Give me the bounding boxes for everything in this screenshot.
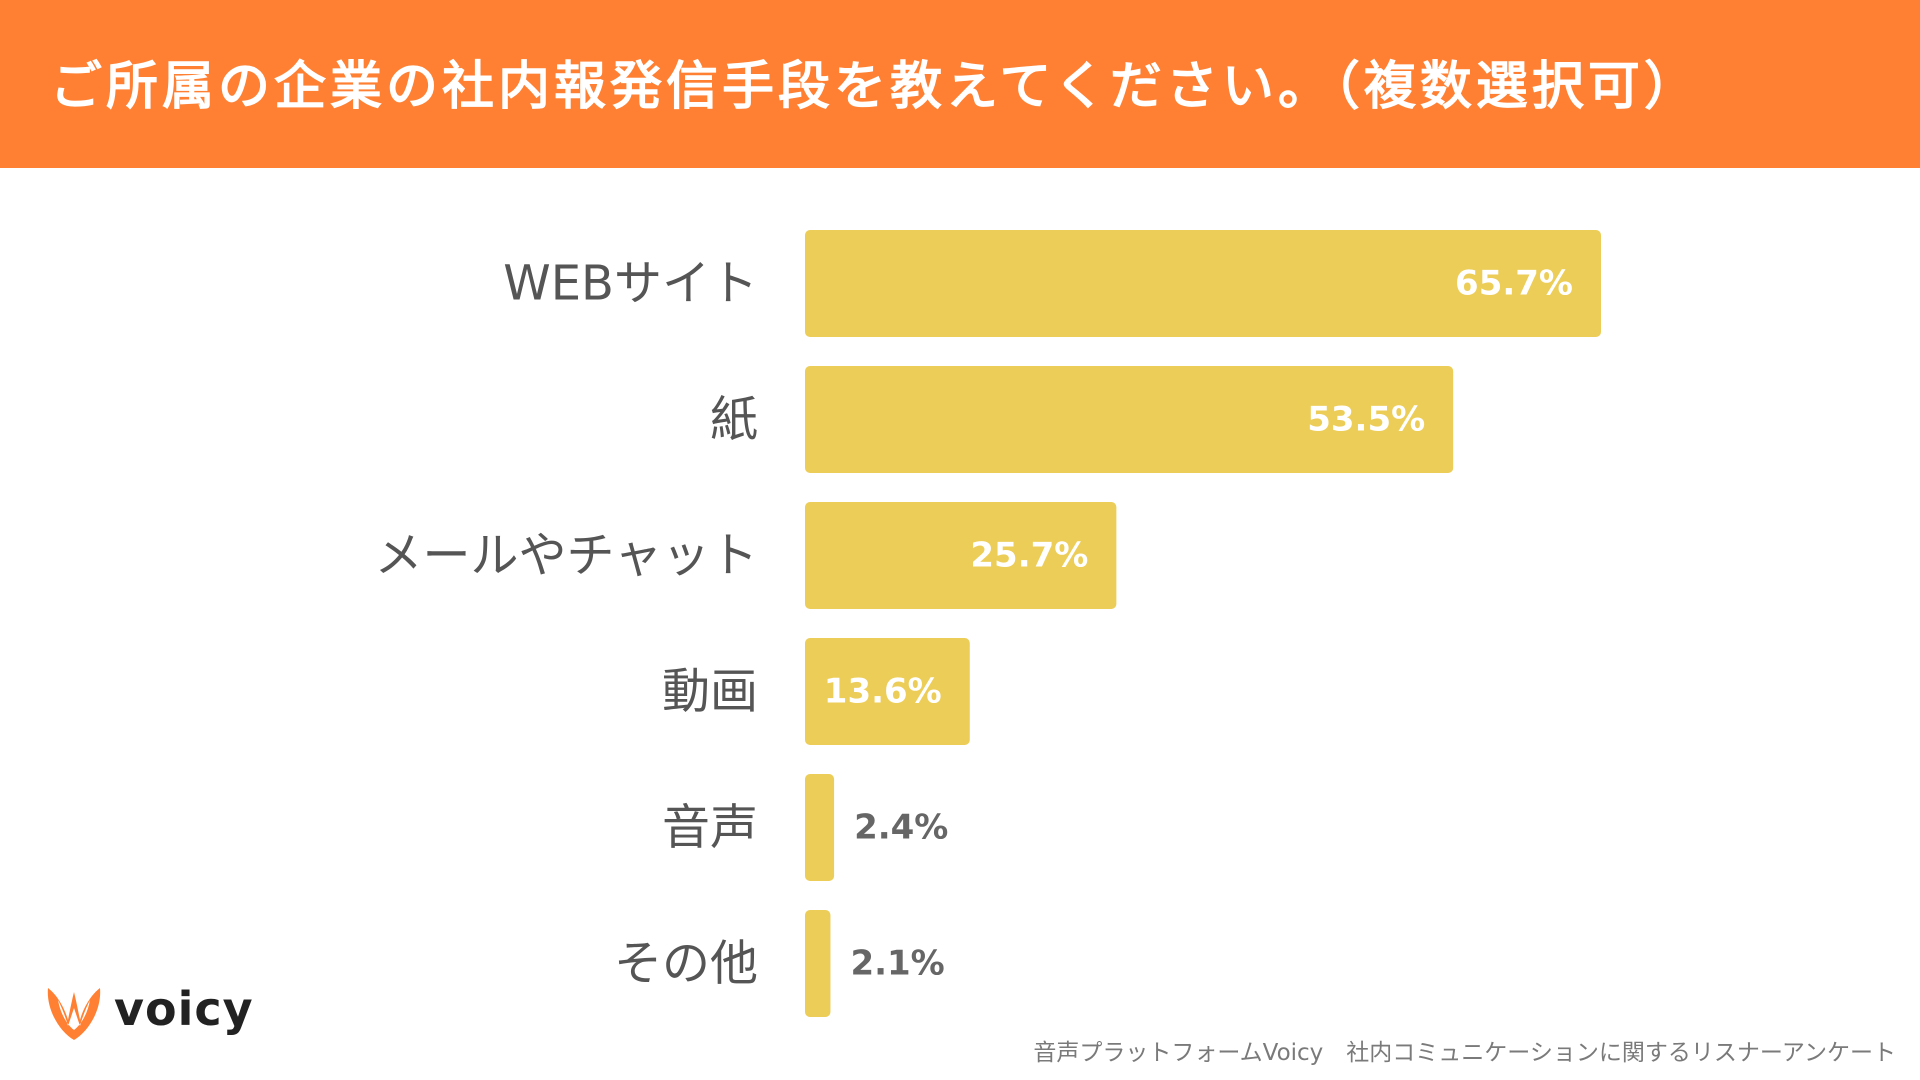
category-label: その他 — [614, 936, 758, 992]
bar-4 — [805, 638, 970, 745]
value-label: 65.7% — [1455, 264, 1573, 304]
header-bar: ご所属の企業の社内報発信手段を教えてください。（複数選択可） — [0, 0, 1920, 168]
value-label: 2.4% — [854, 808, 948, 848]
page-title: ご所属の企業の社内報発信手段を教えてください。（複数選択可） — [50, 57, 1700, 117]
bar-2 — [805, 366, 1454, 473]
category-label: 紙 — [710, 392, 758, 448]
category-label: 音声 — [662, 800, 758, 856]
bar-1 — [805, 230, 1601, 337]
category-label: メールやチャット — [374, 528, 758, 584]
value-label: 13.6% — [824, 672, 942, 712]
source-note: 音声プラットフォームVoicy 社内コミュニケーションに関するリスナーアンケート — [1033, 1040, 1896, 1066]
voicy-v-icon — [47, 988, 101, 1040]
category-label: WEBサイト — [503, 256, 758, 312]
value-label: 53.5% — [1307, 400, 1425, 440]
value-label: 2.1% — [850, 944, 944, 984]
voicy-logo: voicy — [42, 980, 262, 1050]
voicy-wordmark: voicy — [114, 982, 254, 1036]
bar-6 — [805, 910, 831, 1017]
value-label: 25.7% — [970, 536, 1088, 576]
category-label: 動画 — [662, 664, 758, 720]
bar-3 — [805, 502, 1117, 609]
bar-5 — [805, 774, 835, 881]
